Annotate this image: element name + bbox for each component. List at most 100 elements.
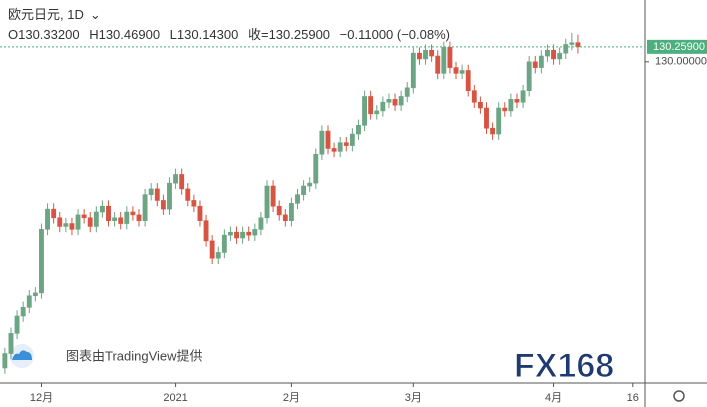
candle-body <box>307 182 313 187</box>
high-text: H130.46900 <box>89 27 161 42</box>
candle-body <box>575 42 581 48</box>
candle-body <box>93 211 99 227</box>
candle-body <box>276 205 282 216</box>
candle-body <box>221 234 227 253</box>
y-tick-label: 130.00000 <box>655 56 707 68</box>
candle-body <box>410 52 416 89</box>
last-price-label: 130.25900 <box>653 41 705 53</box>
candle-body <box>362 96 367 126</box>
tradingview-icon <box>10 344 34 368</box>
candle-body <box>106 205 111 221</box>
open-text: O130.33200 <box>8 27 80 42</box>
settings-icon[interactable] <box>673 390 685 402</box>
candle-body <box>295 194 300 204</box>
x-tick-label: 16 <box>627 392 639 404</box>
candle-body <box>416 52 422 60</box>
candle-body <box>551 49 556 60</box>
candle-body <box>331 148 337 152</box>
candle-body <box>270 185 276 207</box>
low-text: L130.14300 <box>169 27 239 42</box>
candle-body <box>496 107 502 135</box>
candle-body <box>240 231 246 239</box>
candle-body <box>374 110 380 115</box>
candle-body <box>532 61 538 68</box>
last-price-tag <box>647 39 707 54</box>
candle-body <box>423 49 428 60</box>
candle-body <box>343 142 349 146</box>
candle-body <box>398 96 404 106</box>
candle-body <box>313 153 319 184</box>
candle-body <box>191 200 197 207</box>
candle-body <box>508 99 514 112</box>
x-tick-label: 2021 <box>163 392 187 404</box>
candle-body <box>441 47 447 74</box>
watermark: 图表由TradingView提供 <box>66 348 203 363</box>
candle-body <box>179 174 185 190</box>
candle-body <box>173 174 179 184</box>
candle-body <box>380 101 386 112</box>
candle-body <box>26 295 32 308</box>
candle-body <box>569 42 575 45</box>
candle-body <box>130 211 136 216</box>
candle-body <box>32 292 38 297</box>
candle-body <box>118 217 124 224</box>
candle-body <box>301 185 307 195</box>
candle-body <box>563 44 569 54</box>
candle-body <box>160 200 166 210</box>
candle-body <box>124 211 130 224</box>
candle-body <box>112 217 118 221</box>
change-text: −0.11000 (−0.08%) <box>339 27 450 42</box>
candle-body <box>282 214 288 221</box>
candle-body <box>14 315 20 334</box>
candle-body <box>349 133 355 146</box>
candle-body <box>490 127 496 135</box>
candle-body <box>356 125 361 135</box>
candle-body <box>99 205 105 213</box>
candle-body <box>538 55 544 68</box>
candle-body <box>368 96 374 115</box>
candle-body <box>447 47 453 68</box>
candle-body <box>203 220 209 242</box>
chevron[interactable]: ⌄ <box>89 7 101 22</box>
candle-body <box>502 107 508 112</box>
candle-body <box>252 229 258 236</box>
logo: FX168 <box>514 347 614 385</box>
candle-body <box>453 67 459 74</box>
candle-body <box>20 307 26 317</box>
candle-body <box>545 49 550 57</box>
candle-body <box>63 223 69 227</box>
symbol-row: 欧元日元, 1D ⌄ <box>8 5 456 25</box>
candle-body <box>246 231 252 236</box>
gear[interactable] <box>673 390 685 402</box>
candle-body <box>215 252 221 259</box>
candle-body <box>386 99 392 103</box>
candle-body <box>69 223 75 230</box>
candle-body <box>167 182 172 210</box>
candle-body <box>459 70 465 74</box>
candles <box>2 32 581 374</box>
candle-body <box>57 217 63 227</box>
candle-body <box>197 205 203 221</box>
header: 欧元日元, 1D ⌄ O130.33200 H130.46900 L130.143… <box>8 5 456 45</box>
candle-body <box>51 208 57 219</box>
candle-body <box>136 214 142 221</box>
ohlc-row: O130.33200 H130.46900 L130.14300 收=130.2… <box>8 25 456 45</box>
symbol[interactable]: 欧元日元, 1D <box>8 7 84 22</box>
candle-body <box>209 240 215 259</box>
candle-body <box>319 130 325 155</box>
candle-body <box>526 61 532 91</box>
close-text: 收=130.25900 <box>247 27 331 42</box>
candle-body <box>404 87 410 97</box>
candle-body <box>185 188 191 201</box>
candle-body <box>75 214 81 230</box>
x-tick-label: 12月 <box>30 392 53 404</box>
candle-body <box>325 130 331 149</box>
candle-body <box>8 333 14 354</box>
candle-body <box>142 194 148 221</box>
candle-body <box>465 70 471 91</box>
candle-body <box>477 101 483 109</box>
candle-body <box>39 229 44 294</box>
candle-body <box>514 99 520 103</box>
